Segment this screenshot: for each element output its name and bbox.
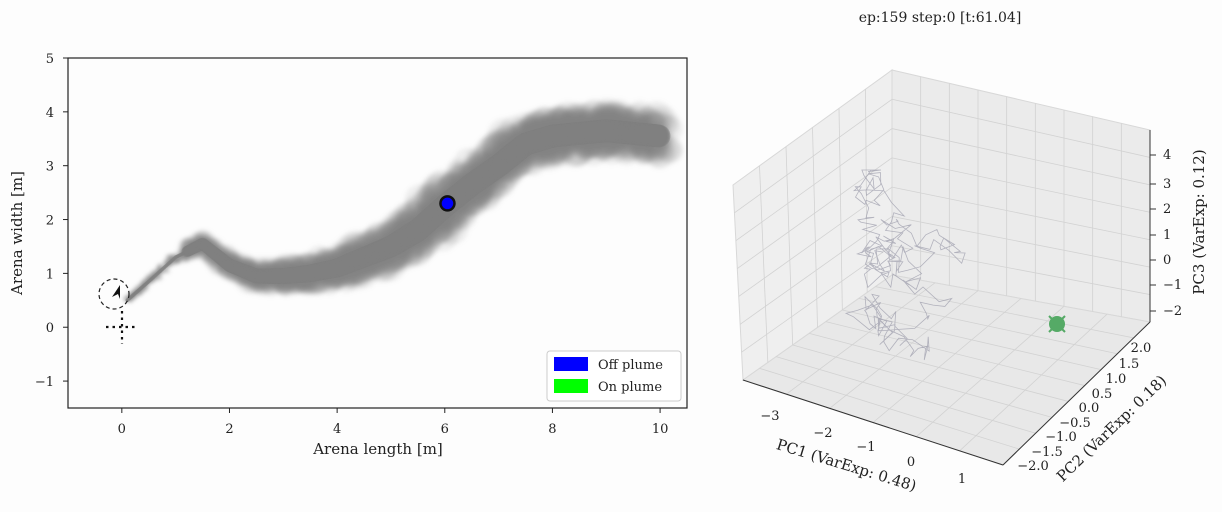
grid-line (959, 313, 1108, 452)
y-tick-label: 3 (46, 160, 54, 175)
plot-frame (67, 57, 688, 409)
grid-line (809, 332, 1069, 402)
grid-line (829, 290, 979, 409)
x-ticks: 0 2 4 6 8 10 (118, 408, 669, 437)
grid-line (786, 282, 936, 395)
y-tick-label: 4 (46, 106, 54, 121)
pc3-tick-label: 2 (1163, 202, 1171, 217)
x-tick-label: 10 (652, 422, 669, 437)
axis-pc1 (742, 379, 1004, 466)
y-axis-label: Arena width [m] (8, 171, 26, 296)
3d-grid (734, 76, 1151, 452)
agent-heading-arrow-icon (112, 285, 120, 299)
pc1-tick-label: 0 (907, 455, 915, 470)
pc1-tick-label: −2 (813, 426, 832, 441)
pc2-tick-label: −0.5 (1059, 416, 1091, 431)
legend-swatch-on-plume (554, 379, 588, 393)
pc1-tick-label: −3 (760, 409, 779, 424)
pc1-tick-label: 1 (958, 472, 966, 487)
legend-label-on-plume: On plume (598, 380, 662, 395)
y-ticks: −1 0 1 2 3 4 5 (35, 52, 68, 390)
current-latent-point (1048, 315, 1066, 333)
y-tick-label: 1 (46, 267, 54, 282)
grid-line (825, 321, 1085, 386)
y-tick-label: −1 (35, 375, 54, 390)
grid-line (775, 356, 1036, 434)
figure-title: ep:159 step:0 [t:61.04] (859, 10, 1022, 26)
grid-line (891, 98, 1151, 158)
trajectory-line (844, 169, 966, 361)
trajectory-chart: 0 2 4 6 8 10 −1 0 1 2 3 4 5 Arena length [m] Arena … (8, 52, 688, 458)
pc2-tick-label: −1.5 (1031, 445, 1063, 460)
source-marker (98, 278, 130, 310)
pc1-tick-label: −1 (856, 440, 875, 455)
y-tick-label: 0 (46, 321, 54, 336)
pc2-tick-label: 1.0 (1106, 372, 1127, 387)
pc3-tick-label: −2 (1163, 304, 1182, 319)
agent-position (439, 195, 456, 212)
pc2-tick-label: 0.5 (1092, 387, 1113, 402)
pc2-tick-label: 0.0 (1079, 401, 1100, 416)
x-tick-label: 8 (548, 422, 556, 437)
pc3-tick-label: 4 (1163, 148, 1171, 163)
plume-puff (157, 263, 163, 269)
grid-line (891, 245, 1151, 295)
pc3-tick-label: 3 (1163, 177, 1171, 192)
legend-label-off-plume: Off plume (598, 358, 663, 373)
plume-core (125, 119, 671, 303)
axis-pc2 (1002, 321, 1151, 466)
grid-line (916, 306, 1065, 437)
grid-line (759, 165, 769, 363)
plume-puff (653, 111, 668, 126)
pc2-tick-label: 2.0 (1131, 341, 1152, 356)
grid-line (891, 157, 1151, 213)
x-axis-label: Arena length [m] (312, 440, 443, 458)
grid-line (891, 216, 1151, 268)
x-tick-label: 0 (118, 422, 126, 437)
grid-line (759, 367, 1020, 450)
grid-line (858, 297, 1118, 355)
pc3-tick-label: 0 (1163, 253, 1171, 268)
pc2-tick-label: −2.0 (1017, 459, 1049, 474)
grid-line (842, 309, 1102, 371)
source-circle (98, 278, 130, 310)
y-tick-label: 2 (46, 214, 54, 229)
pca-3d-chart: −3 −2 −1 0 1 2.01.51.00.50.0−0.5−1.0−1.5−2.0 4… (732, 69, 1208, 495)
grid-line (838, 108, 843, 311)
grid-line (891, 186, 1151, 241)
grid-line (812, 127, 818, 328)
pc3-tick-label: 1 (1163, 228, 1171, 243)
legend-swatch-off-plume (554, 357, 588, 371)
pc2-tick-label: 1.5 (1119, 357, 1140, 372)
grid-line (872, 298, 1022, 423)
plume-layer (123, 98, 683, 303)
x-tick-label: 4 (333, 422, 341, 437)
3d-ticks: −3 −2 −1 0 1 2.01.51.00.50.0−0.5−1.0−1.5−2.0 4… (760, 148, 1182, 487)
x-tick-label: 6 (441, 422, 449, 437)
grid-line (792, 344, 1053, 418)
pc1-axis-label: PC1 (VarExp: 0.48) (774, 435, 918, 495)
latent-trajectory (844, 169, 966, 361)
x-tick-label: 2 (225, 422, 233, 437)
pc3-tick-label: −1 (1163, 278, 1182, 293)
grid-line (875, 286, 1134, 339)
grid-line (891, 128, 1151, 186)
pc3-axis-label: PC3 (VarExp: 0.12) (1190, 149, 1208, 294)
legend: Off plume On plume (546, 350, 682, 402)
origin-crosshair (106, 311, 138, 344)
y-tick-label: 5 (46, 52, 54, 67)
plume-puff (640, 113, 652, 124)
plume-core-puff (647, 124, 671, 148)
pc2-tick-label: −1.0 (1045, 430, 1077, 445)
grid-line (785, 146, 794, 346)
